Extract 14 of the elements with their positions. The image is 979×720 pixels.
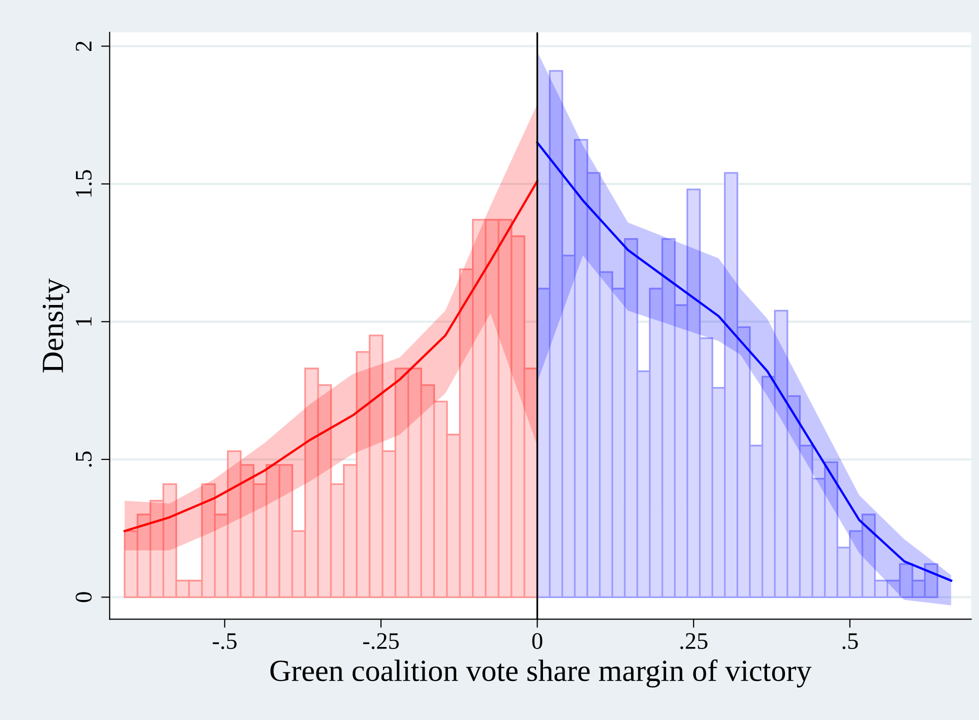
line-series: [536, 141, 952, 582]
x-tick-label: .5: [842, 633, 858, 650]
x-tick-label: .25: [680, 633, 708, 650]
y-tick-label: 1.5: [76, 170, 92, 197]
y-tick-label: 0: [76, 592, 92, 602]
x-tick-label: -.5: [212, 633, 237, 650]
x-tick-label: -.25: [363, 633, 399, 650]
y-tick-label: 2: [76, 42, 92, 52]
x-axis-title: Green coalition vote share margin of victory: [270, 659, 812, 688]
y-tick-label: .5: [76, 451, 92, 467]
line-series: [124, 180, 538, 532]
y-axis-title: Density: [42, 278, 70, 372]
x-tick-label: 0: [532, 633, 542, 650]
y-tick-label: 1: [76, 317, 92, 326]
